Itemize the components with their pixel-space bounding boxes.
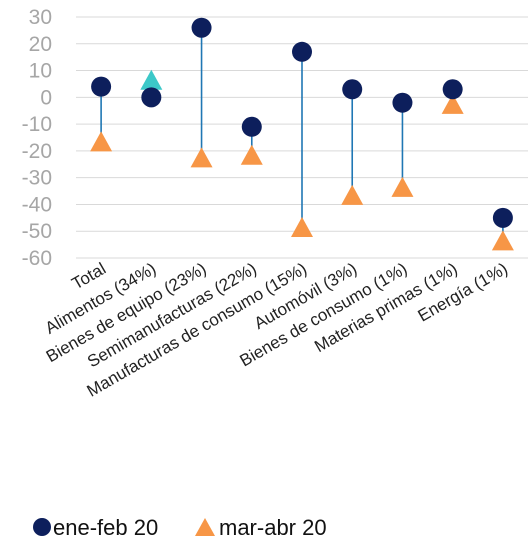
y-tick-label: 30 xyxy=(29,6,52,29)
triangle-marker xyxy=(90,131,113,152)
y-tick-label: 0 xyxy=(40,86,52,109)
legend-circle-icon xyxy=(33,518,51,536)
legend-label-ene-feb: ene-feb 20 xyxy=(53,515,158,539)
circle-marker xyxy=(91,76,112,97)
circle-marker xyxy=(191,17,212,38)
triangle-marker xyxy=(391,176,414,197)
circle-marker xyxy=(442,79,463,100)
y-tick-label: -50 xyxy=(22,220,52,243)
circle-marker xyxy=(292,41,312,62)
triangle-marker xyxy=(140,69,163,90)
triangle-marker xyxy=(190,147,213,168)
legend-triangle-icon xyxy=(195,518,215,536)
legend: ene-feb 20 mar-abr 20 xyxy=(33,515,327,539)
triangle-marker xyxy=(240,144,263,165)
y-axis-tick-labels: 30 20 10 0 -10 -20 -30 -40 -50 -60 xyxy=(22,6,52,270)
triangle-marker xyxy=(341,184,364,205)
circle-marker xyxy=(342,79,363,100)
y-tick-label: -60 xyxy=(22,247,52,270)
circle-marker xyxy=(141,87,162,108)
circle-marker xyxy=(392,92,413,113)
legend-label-mar-abr: mar-abr 20 xyxy=(219,515,327,539)
y-tick-label: 20 xyxy=(29,33,52,56)
y-tick-label: -20 xyxy=(22,140,52,163)
series-ene-feb-markers xyxy=(91,17,513,228)
y-tick-label: 10 xyxy=(29,60,52,83)
triangle-marker xyxy=(491,230,514,251)
y-tick-label: -40 xyxy=(22,193,52,216)
series-mar-abr-markers xyxy=(90,69,514,251)
circle-marker xyxy=(492,207,513,228)
y-tick-label: -10 xyxy=(22,113,52,136)
y-tick-label: -30 xyxy=(22,167,52,190)
triangle-marker xyxy=(441,93,464,114)
triangle-marker xyxy=(291,217,313,238)
circle-marker xyxy=(241,116,262,137)
